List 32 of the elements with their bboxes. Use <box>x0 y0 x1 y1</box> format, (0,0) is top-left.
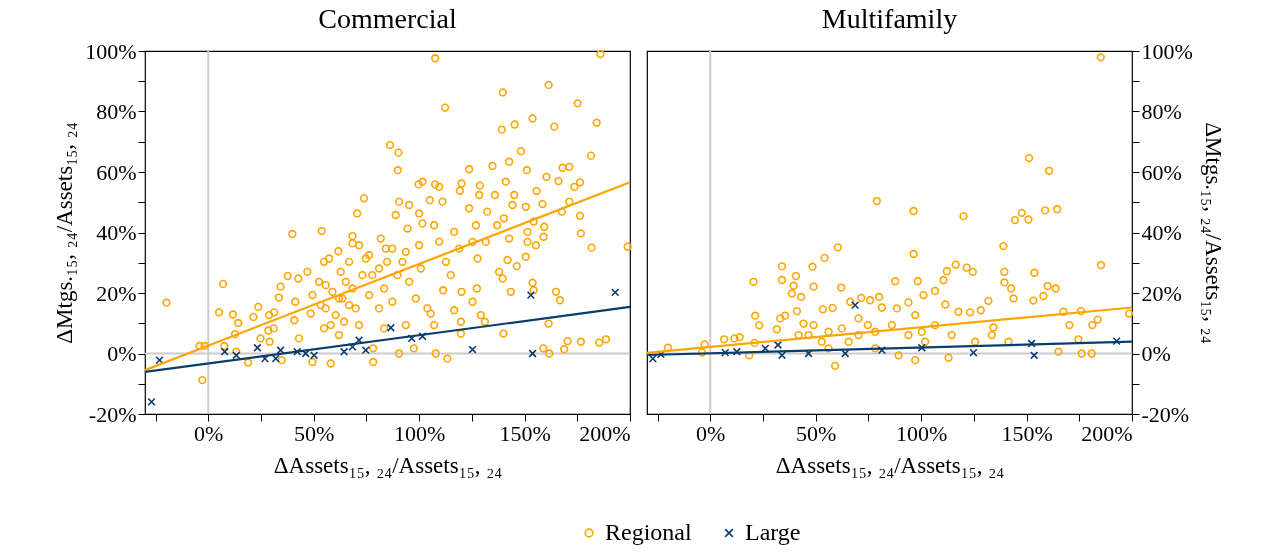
y2-tick-label: 40% <box>1141 220 1182 245</box>
y2-tick-label: 80% <box>1141 99 1182 124</box>
y-tick-label: 20% <box>96 280 137 306</box>
y-tick-label: 80% <box>96 99 137 124</box>
x-tick-label: 100% <box>393 420 446 446</box>
x-axis-title: ΔAssets₁₅, ₂₄/Assets₁₅, ₂₄ <box>775 452 1005 478</box>
chart-title: Commercial <box>318 3 457 34</box>
y2-tick-label: 100% <box>1141 38 1193 64</box>
y2-tick-label: 0% <box>1141 341 1171 366</box>
y-tick-label: 0% <box>107 341 137 366</box>
x-tick-label: 50% <box>294 420 335 446</box>
x-tick-label: 0% <box>696 420 726 446</box>
legend-label: Large <box>745 519 801 545</box>
y2-axis-title: ΔMtgs.₁₅, ₂₄/Assets₁₅, ₂₄ <box>1200 122 1226 344</box>
chart-title: Multifamily <box>821 3 958 34</box>
x-tick-label: 100% <box>895 420 948 446</box>
x-tick-label: 0% <box>194 420 224 446</box>
y-tick-label: 100% <box>85 38 137 64</box>
x-tick-label: 50% <box>796 420 837 446</box>
y2-tick-label: -20% <box>1141 401 1190 427</box>
y2-tick-label: 20% <box>1141 280 1182 306</box>
y2-tick-label: 60% <box>1141 159 1182 185</box>
x-tick-label: 200% <box>1081 420 1133 446</box>
y-tick-label: -20% <box>88 401 137 427</box>
x-tick-label: 150% <box>499 420 551 446</box>
x-tick-label: 200% <box>579 420 631 446</box>
y-tick-label: 60% <box>96 159 137 185</box>
x-tick-label: 150% <box>1001 420 1053 446</box>
y-axis-title: ΔMtgs.₁₅, ₂₄/Assets₁₅, ₂₄ <box>52 122 78 344</box>
legend-label: Regional <box>605 519 692 545</box>
y-tick-label: 40% <box>96 220 137 245</box>
x-axis-title: ΔAssets₁₅, ₂₄/Assets₁₅, ₂₄ <box>273 452 503 478</box>
